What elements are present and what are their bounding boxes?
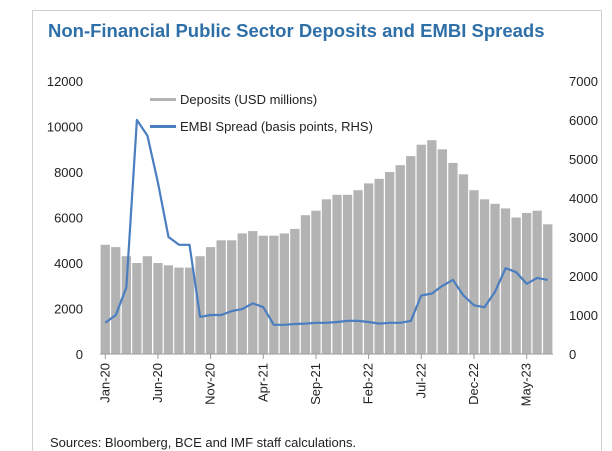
- deposits-bar: [174, 267, 184, 354]
- deposits-bar: [490, 203, 500, 354]
- deposits-bar: [258, 235, 268, 354]
- x-tick-label: Feb-22: [361, 363, 376, 404]
- legend-swatch-deposits: [150, 98, 176, 101]
- y2-tick-label: 2000: [569, 269, 598, 284]
- y-tick-label: 0: [76, 347, 83, 362]
- deposits-bar: [311, 210, 321, 354]
- deposits-bar: [395, 165, 405, 354]
- legend-label-embi: EMBI Spread (basis points, RHS): [180, 119, 373, 134]
- deposits-bar: [184, 267, 195, 354]
- y-tick-label: 6000: [54, 211, 83, 226]
- y2-tick-label: 0: [569, 347, 576, 362]
- deposits-bar: [458, 174, 469, 354]
- y-tick-label: 4000: [54, 256, 83, 271]
- deposits-bar: [353, 190, 363, 354]
- y-tick-label: 12000: [47, 74, 83, 89]
- deposits-bar: [153, 263, 163, 354]
- y2-tick-label: 3000: [569, 230, 598, 245]
- deposits-bar: [479, 199, 490, 354]
- deposits-bar: [216, 240, 226, 355]
- deposits-bar: [142, 256, 152, 354]
- deposits-bar: [121, 256, 131, 354]
- deposits-bar: [132, 263, 142, 354]
- deposits-bar: [332, 194, 342, 355]
- deposits-bar: [427, 140, 437, 354]
- deposits-bar: [227, 240, 237, 355]
- x-tick-label: Jul-22: [413, 363, 428, 398]
- x-tick-label: Apr-21: [255, 363, 270, 402]
- x-tick-label: Jun-20: [150, 363, 165, 403]
- source-note: Sources: Bloomberg, BCE and IMF staff ca…: [50, 435, 357, 450]
- y-tick-label: 2000: [54, 302, 83, 317]
- y2-tick-label: 7000: [569, 74, 598, 89]
- deposits-bar: [248, 231, 258, 354]
- chart-legend: Deposits (USD millions) EMBI Spread (bas…: [150, 92, 373, 134]
- chart-frame: [32, 10, 602, 451]
- legend-swatch-embi: [150, 125, 176, 128]
- deposits-bar: [511, 217, 521, 354]
- deposits-bar: [237, 233, 247, 354]
- deposits-bar: [100, 244, 110, 354]
- deposits-bar: [321, 199, 332, 354]
- x-tick-label: Jan-20: [97, 363, 112, 403]
- y-tick-label: 8000: [54, 165, 83, 180]
- deposits-bar: [163, 265, 174, 354]
- deposits-bar: [279, 233, 289, 354]
- deposits-bar: [205, 247, 216, 354]
- deposits-bar: [111, 247, 121, 354]
- deposits-bar: [437, 149, 447, 355]
- y2-tick-label: 5000: [569, 152, 598, 167]
- chart-title: Non-Financial Public Sector Deposits and…: [48, 20, 545, 41]
- x-tick-label: Sep-21: [308, 363, 323, 405]
- deposits-bar: [374, 178, 384, 354]
- deposits-bar: [269, 235, 279, 354]
- legend-label-deposits: Deposits (USD millions): [180, 92, 317, 107]
- deposits-bar: [342, 194, 353, 355]
- deposits-bar: [448, 162, 458, 354]
- tick-labels: 0 2000 4000 6000 8000 10000 12000 0 1000 2000 3000…: [47, 74, 598, 406]
- deposits-bars: [100, 140, 553, 355]
- embi-line-layer: [104, 118, 548, 326]
- x-tick-label: Nov-20: [203, 363, 218, 405]
- deposits-bar: [500, 208, 511, 354]
- deposits-bar: [416, 144, 426, 354]
- deposits-bar: [469, 190, 479, 354]
- x-tick-label: May-23: [519, 363, 534, 406]
- deposits-bar: [195, 256, 205, 354]
- deposits-bar: [385, 172, 395, 354]
- deposits-bar: [406, 156, 416, 354]
- embi-spread-line: [104, 118, 548, 326]
- deposits-bar: [364, 183, 374, 354]
- y-tick-label: 10000: [47, 120, 83, 135]
- x-tick-label: Dec-22: [466, 363, 481, 405]
- deposits-bar: [532, 210, 542, 354]
- y2-tick-label: 1000: [569, 308, 598, 323]
- deposits-bar: [300, 215, 311, 354]
- deposits-bar: [290, 228, 300, 354]
- y2-tick-label: 4000: [569, 191, 598, 206]
- deposits-bar: [543, 224, 553, 354]
- y2-tick-label: 6000: [569, 113, 598, 128]
